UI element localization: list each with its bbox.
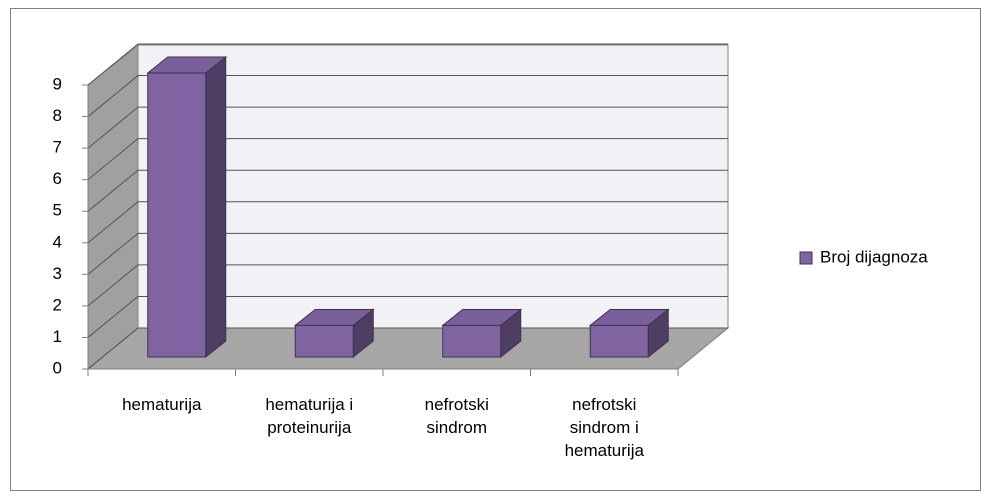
y-tick-label: 6 [53, 169, 62, 188]
grid-line [87, 232, 728, 275]
bar [294, 324, 354, 358]
y-tick-label: 2 [53, 295, 62, 314]
grid-line [87, 264, 728, 307]
grid-line [87, 201, 728, 244]
bar [442, 324, 502, 358]
grid-line [87, 106, 728, 149]
y-tick-label: 4 [53, 232, 62, 251]
y-tick-label: 3 [53, 264, 62, 283]
legend-label: Broj dijagnoza [820, 247, 928, 266]
grid-line [87, 327, 728, 370]
y-tick-label: 8 [53, 106, 62, 125]
x-tick-label: nefrotski sindrom [424, 395, 489, 437]
y-tick-label: 5 [53, 201, 62, 220]
y-tick-label: 0 [53, 358, 62, 377]
grid-line [87, 138, 728, 181]
y-tick-label: 7 [53, 138, 62, 157]
y-tick-label: 9 [53, 74, 62, 93]
grid-line [87, 169, 728, 212]
bar [589, 324, 649, 358]
grid-line [87, 75, 728, 117]
x-tick-label: hematurija [122, 395, 202, 414]
y-tick-label: 1 [53, 327, 62, 346]
grid-line [87, 43, 728, 86]
grid-line [87, 295, 728, 338]
legend-swatch [799, 251, 813, 265]
bar [147, 72, 207, 358]
x-tick-label: nefrotski sindrom i hematurija [564, 395, 644, 460]
back-wall [137, 44, 729, 329]
x-tick-label: hematurija i proteinurija [265, 395, 354, 437]
side-wall [87, 43, 139, 371]
bar-side [205, 55, 227, 359]
